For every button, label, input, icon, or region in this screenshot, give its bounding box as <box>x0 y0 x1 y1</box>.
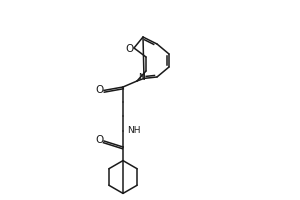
Text: O: O <box>125 44 133 54</box>
Text: N: N <box>138 73 145 82</box>
Text: NH: NH <box>128 126 141 135</box>
Text: O: O <box>95 85 104 95</box>
Text: O: O <box>95 135 104 145</box>
